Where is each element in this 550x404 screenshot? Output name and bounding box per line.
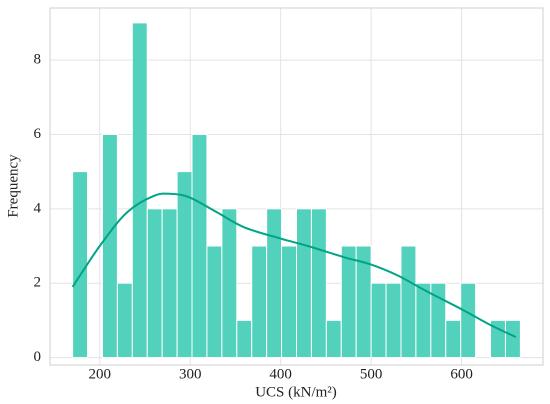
plot-frame (49, 7, 544, 366)
bar (176, 171, 193, 359)
bar (251, 245, 268, 359)
bar (400, 245, 417, 359)
y-tick-label: 0 (34, 349, 42, 365)
y-tick-label: 2 (34, 275, 42, 291)
bar (161, 208, 178, 359)
bar (206, 245, 223, 359)
y-tick-label: 4 (34, 200, 42, 216)
bar (266, 208, 283, 359)
y-tick-label: 8 (34, 52, 42, 68)
bar (116, 282, 133, 359)
bar (221, 208, 238, 359)
bar (101, 133, 118, 359)
y-axis-label: Frequency (5, 154, 21, 218)
bar (296, 208, 312, 359)
x-tick-label: 500 (360, 366, 383, 382)
x-tick-label: 200 (89, 366, 112, 382)
bar (504, 319, 521, 359)
x-axis-label: UCS (kN/m²) (255, 384, 337, 400)
bar (310, 208, 327, 359)
x-tick-label: 600 (450, 366, 473, 382)
bar (340, 245, 357, 359)
bar (445, 319, 462, 359)
bar (131, 22, 148, 359)
bar (281, 245, 297, 359)
bar (72, 171, 89, 359)
bar (460, 282, 477, 359)
y-tick-label: 6 (34, 126, 42, 142)
bar (325, 319, 342, 359)
bar (191, 133, 208, 359)
bar (385, 282, 402, 359)
x-tick-label: 400 (269, 366, 292, 382)
bar (370, 282, 387, 359)
x-tick-label: 300 (179, 366, 202, 382)
bar (146, 208, 163, 359)
bar (415, 282, 432, 359)
bar (236, 319, 253, 359)
kde-line (71, 192, 517, 339)
